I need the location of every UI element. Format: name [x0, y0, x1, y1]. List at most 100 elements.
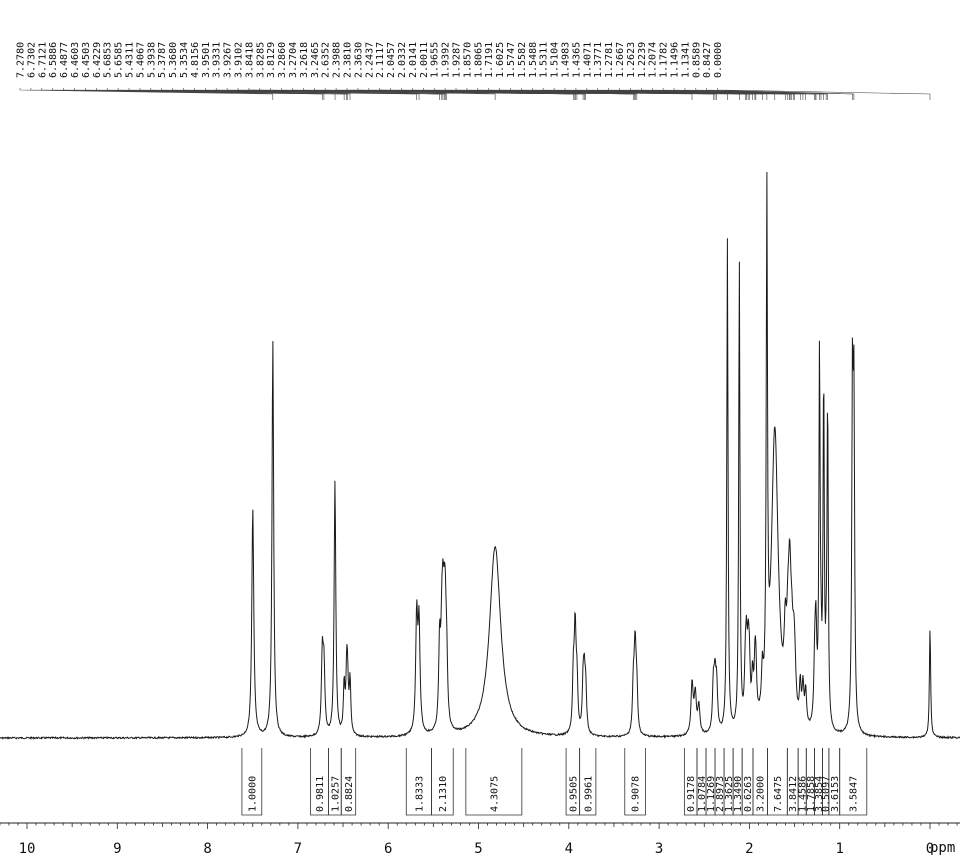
peak-label-leader — [684, 88, 828, 100]
peak-label: 3.8285 — [255, 42, 266, 78]
integral-label: 4.3075 — [489, 776, 500, 812]
peak-label: 1.4071 — [582, 42, 593, 78]
peak-label: 2.2437 — [364, 42, 375, 78]
peak-label: 1.2781 — [604, 42, 615, 78]
integral-label: 3.2000 — [756, 776, 767, 812]
peak-label: 1.1341 — [680, 42, 691, 78]
integral-label: 3.5847 — [849, 776, 860, 812]
peak-label: 1.9392 — [441, 42, 452, 78]
peak-label: 1.2623 — [626, 42, 637, 78]
x-tick-label: 6 — [384, 841, 392, 857]
peak-label: 3.9331 — [212, 42, 223, 78]
peak-label: 1.9655 — [430, 42, 441, 78]
integral-label: 1.0257 — [330, 776, 341, 812]
integral-label: 3.3854 — [814, 776, 825, 812]
peak-label: 1.5104 — [550, 42, 561, 78]
peak-label: 5.3680 — [168, 42, 179, 78]
peak-label: 0.0000 — [713, 42, 724, 78]
peak-label: 6.7302 — [26, 42, 37, 78]
integral-label: 1.1269 — [706, 776, 717, 812]
integral-label: 7.6475 — [773, 776, 784, 812]
peak-label: 0.8589 — [691, 42, 702, 78]
integral-label: 2.8973 — [715, 776, 726, 812]
peak-label: 1.2667 — [615, 42, 626, 78]
integral-bracket — [465, 748, 523, 816]
x-tick-label: 10 — [19, 841, 36, 857]
peak-label: 2.1117 — [375, 42, 386, 78]
x-tick-label: 0 — [926, 841, 934, 857]
peak-label: 2.3810 — [343, 42, 354, 78]
integral-group: 1.0000 0.9811 1.0257 0.8824 1.8333 2.1310 4.30… — [241, 748, 868, 816]
integral-label: 0.9078 — [631, 776, 642, 812]
peak-label: 3.2465 — [310, 42, 321, 78]
peak-label: 1.1782 — [659, 42, 670, 78]
x-tick-label: 3 — [655, 841, 663, 857]
peak-label: 6.7121 — [37, 42, 48, 78]
peak-label: 5.3534 — [179, 42, 190, 78]
peak-label: 5.4311 — [125, 42, 136, 78]
integral-label: 0.9811 — [315, 776, 326, 812]
peak-label: 3.8129 — [266, 42, 277, 78]
peak-label: 5.4067 — [135, 42, 146, 78]
peak-label-leader — [314, 88, 638, 100]
peak-label: 2.0011 — [419, 42, 430, 78]
peak-label-group: 7.2780 6.7302 6.7121 6.5886 6.4877 6.4603 6.45… — [16, 42, 931, 100]
integral-label: 0.6263 — [743, 776, 754, 812]
peak-label: 2.3988 — [332, 42, 343, 78]
peak-label-leader — [717, 88, 931, 100]
peak-label-leader — [96, 88, 351, 100]
peak-label: 1.8570 — [462, 42, 473, 78]
peak-label-leader — [183, 88, 447, 100]
x-tick-label: 2 — [745, 841, 753, 857]
peak-label: 3.9102 — [234, 42, 245, 78]
peak-label: 1.2239 — [637, 42, 648, 78]
integral-label: 3.8412 — [788, 776, 799, 812]
peak-label: 1.5311 — [539, 42, 550, 78]
peak-label: 3.8418 — [244, 42, 255, 78]
peak-label: 1.4983 — [561, 42, 572, 78]
peak-label: 2.6352 — [321, 42, 332, 78]
peak-label: 6.4603 — [70, 42, 81, 78]
peak-label: 3.2860 — [277, 42, 288, 78]
peak-label: 0.8427 — [702, 42, 713, 78]
integral-bracket — [241, 748, 263, 816]
integral-bracket — [624, 748, 646, 816]
peak-label: 3.9267 — [223, 42, 234, 78]
peak-label: 6.4503 — [81, 42, 92, 78]
peak-label: 6.4877 — [59, 42, 70, 78]
peak-label: 1.2074 — [648, 42, 659, 78]
peak-label: 6.5886 — [48, 42, 59, 78]
x-tick-label: 4 — [565, 841, 573, 857]
integral-label: 0.9505 — [568, 776, 579, 812]
x-tick-label: 9 — [113, 841, 121, 857]
peak-label: 5.6585 — [114, 42, 125, 78]
peak-label: 4.8156 — [190, 42, 201, 78]
peak-label: 6.4229 — [92, 42, 103, 78]
x-axis: 10 9 8 7 6 5 4 3 2 1 0 — [0, 822, 960, 857]
peak-label: 5.6853 — [103, 42, 114, 78]
peak-label: 5.3938 — [146, 42, 157, 78]
spectrum-trace — [0, 171, 960, 740]
integral-label: 0.9178 — [686, 776, 697, 812]
peak-label: 2.0332 — [397, 42, 408, 78]
peak-label: 1.7191 — [484, 42, 495, 78]
x-tick-label: 5 — [474, 841, 482, 857]
x-tick-label: 8 — [203, 841, 211, 857]
x-tick-label: 7 — [294, 841, 302, 857]
peak-label: 1.5582 — [517, 42, 528, 78]
peak-label-leader — [194, 88, 496, 100]
peak-label-leader — [270, 88, 586, 100]
integral-label: 2.1310 — [438, 776, 449, 812]
axis-unit-label: ppm — [930, 840, 956, 856]
x-tick-label: 1 — [835, 841, 843, 857]
peak-label: 1.1496 — [670, 42, 681, 78]
peak-label-leader — [706, 88, 855, 100]
peak-label: 2.3630 — [353, 42, 364, 78]
peak-label: 5.3787 — [157, 42, 168, 78]
peak-label: 1.5488 — [528, 42, 539, 78]
peak-label: 2.0457 — [386, 42, 397, 78]
peak-label: 3.2704 — [288, 42, 299, 78]
peak-label-leader — [19, 88, 274, 100]
integral-label: 0.9961 — [583, 776, 594, 812]
